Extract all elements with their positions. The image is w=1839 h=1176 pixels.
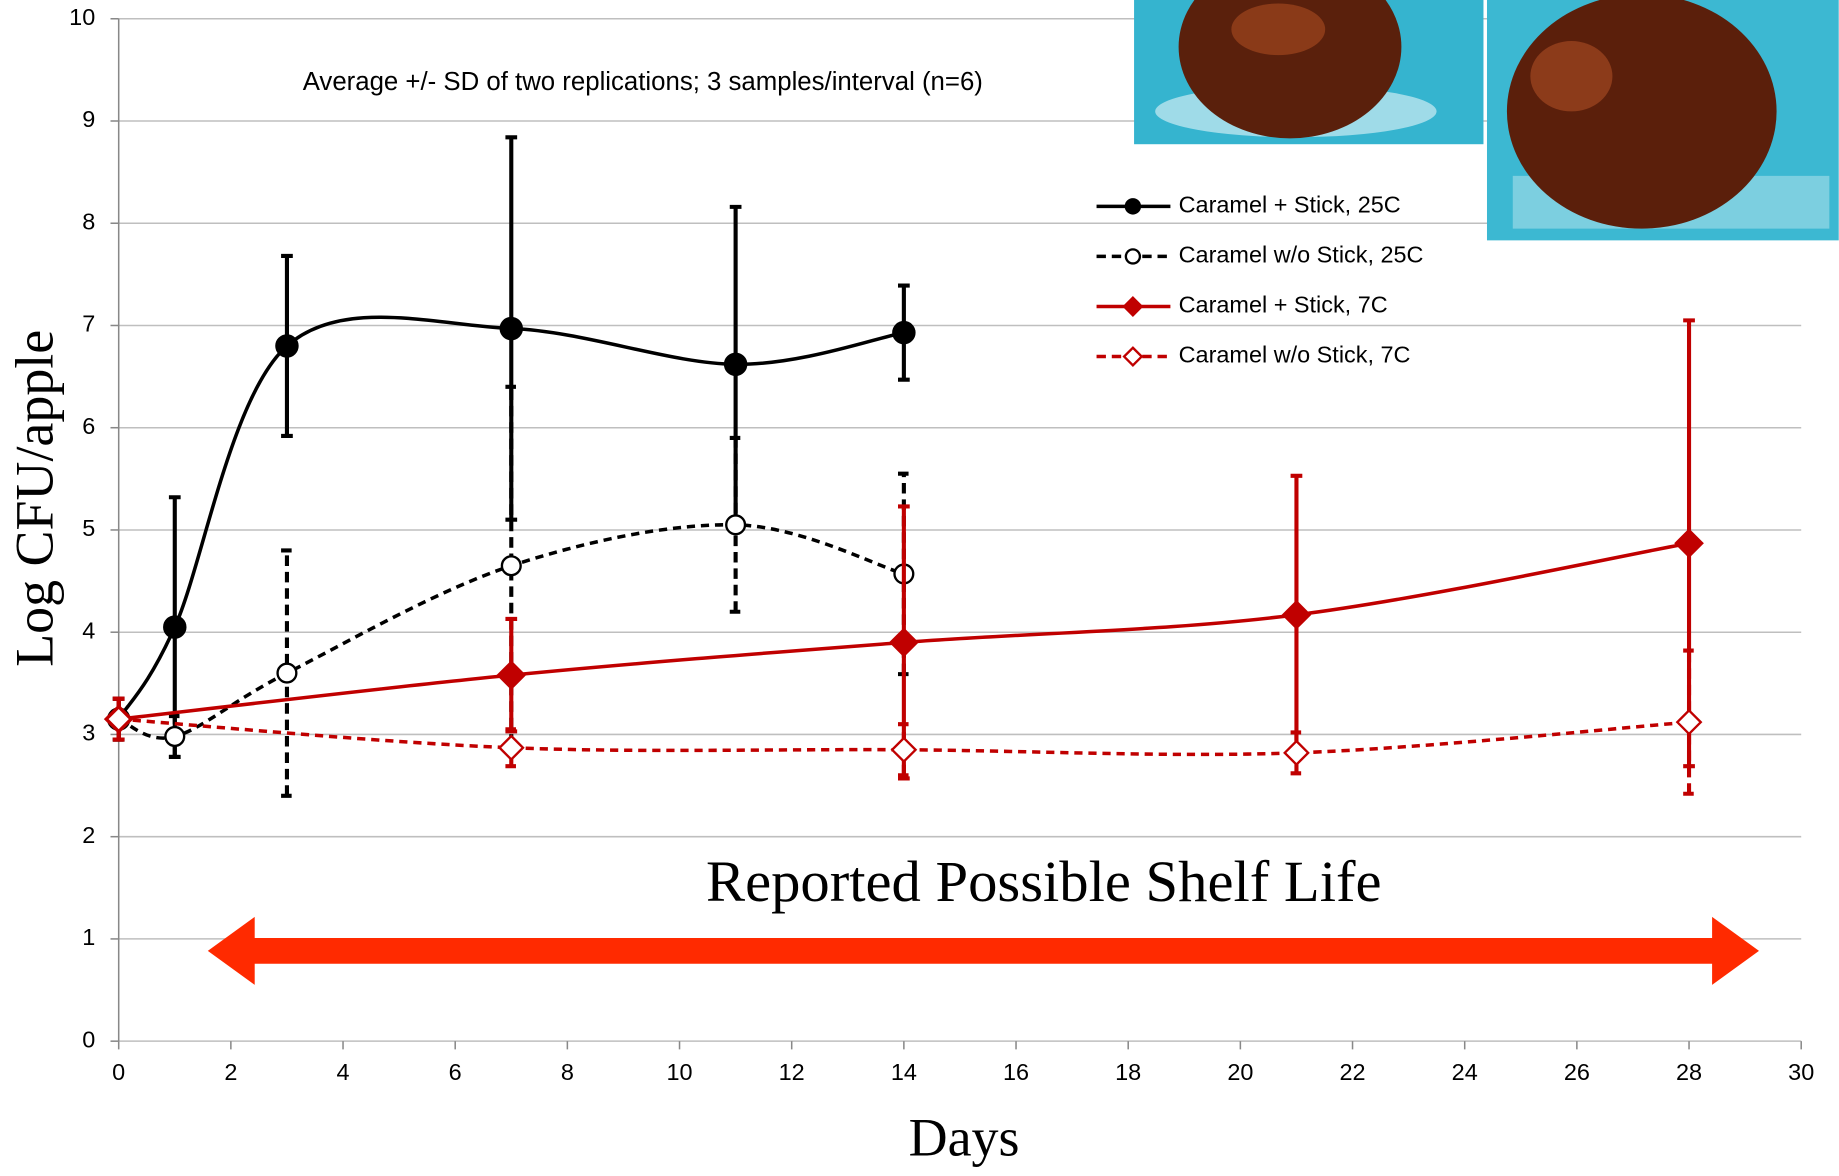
legend-label: Caramel + Stick, 25C [1179, 192, 1401, 218]
marker [725, 354, 746, 375]
marker [892, 738, 915, 761]
marker [278, 664, 297, 683]
y-tick-label: 10 [69, 4, 95, 30]
shelf-life-arrow [208, 917, 1759, 985]
y-tick-label: 6 [82, 413, 95, 439]
y-tick-label: 4 [82, 617, 95, 643]
marker [498, 662, 524, 688]
x-tick-label: 10 [666, 1059, 692, 1085]
marker [1124, 348, 1142, 366]
photo [1134, 0, 1483, 144]
x-tick-label: 16 [1003, 1059, 1029, 1085]
marker [502, 556, 521, 575]
y-tick-label: 3 [82, 720, 95, 746]
chart: 012345678910024681012141618202224262830 … [0, 0, 1839, 1176]
x-tick-label: 8 [561, 1059, 574, 1085]
x-tick-label: 26 [1564, 1059, 1590, 1085]
y-tick-label: 2 [82, 822, 95, 848]
legend-item: Caramel w/o Stick, 7C [1097, 342, 1411, 368]
marker [276, 335, 297, 356]
marker [893, 322, 914, 343]
legend-item: Caramel w/o Stick, 25C [1097, 242, 1424, 268]
annotation: Reported Possible Shelf Life [706, 849, 1382, 914]
marker [726, 515, 745, 534]
y-tick-label: 0 [82, 1026, 95, 1052]
legend-label: Caramel + Stick, 7C [1179, 292, 1388, 318]
y-tick-label: 8 [82, 208, 95, 234]
x-tick-label: 20 [1227, 1059, 1253, 1085]
marker [164, 617, 185, 638]
y-tick-label: 1 [82, 924, 95, 950]
x-axis-label: Days [909, 1108, 1020, 1168]
x-tick-label: 22 [1339, 1059, 1365, 1085]
x-tick-label: 6 [449, 1059, 462, 1085]
marker [1676, 530, 1702, 556]
marker [501, 318, 522, 339]
plot [106, 137, 1703, 795]
x-tick-label: 2 [224, 1059, 237, 1085]
legend-item: Caramel + Stick, 25C [1097, 192, 1401, 218]
marker [1126, 249, 1140, 263]
legend-item: Caramel + Stick, 7C [1097, 292, 1388, 318]
subtitle: Average +/- SD of two replications; 3 sa… [303, 68, 983, 96]
marker [500, 736, 523, 759]
x-tick-label: 24 [1452, 1059, 1478, 1085]
marker [165, 727, 184, 746]
x-tick-label: 30 [1788, 1059, 1814, 1085]
legend-label: Caramel w/o Stick, 25C [1179, 242, 1424, 268]
marker [891, 629, 917, 655]
y-tick-label: 9 [82, 106, 95, 132]
legend-label: Caramel w/o Stick, 7C [1179, 342, 1411, 368]
x-tick-label: 14 [891, 1059, 917, 1085]
y-axis-label: Log CFU/apple [5, 330, 65, 667]
x-tick-label: 12 [779, 1059, 805, 1085]
marker [1124, 298, 1142, 316]
x-tick-label: 4 [337, 1059, 350, 1085]
x-tick-label: 18 [1115, 1059, 1141, 1085]
y-tick-label: 7 [82, 311, 95, 337]
x-tick-label: 28 [1676, 1059, 1702, 1085]
marker [1285, 741, 1308, 764]
marker [1283, 602, 1309, 628]
x-tick-label: 0 [112, 1059, 125, 1085]
marker [1126, 199, 1140, 213]
marker [1677, 710, 1700, 733]
photo [1487, 0, 1839, 240]
y-tick-label: 5 [82, 515, 95, 541]
